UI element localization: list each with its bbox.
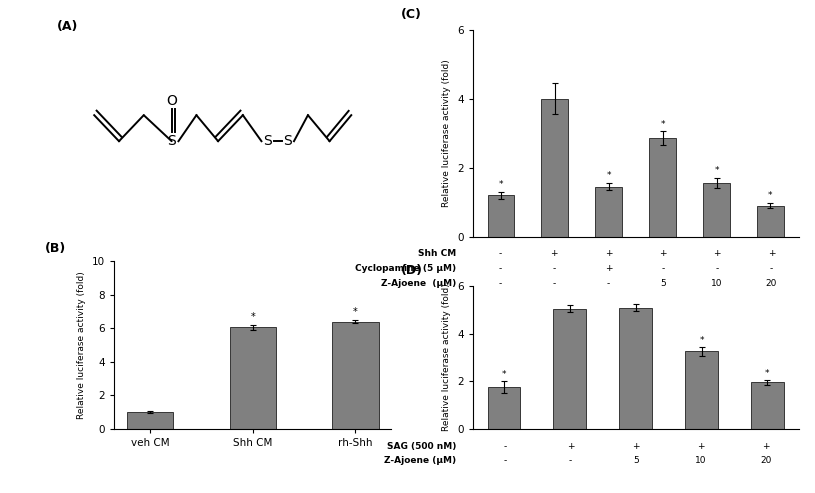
Bar: [650, 138, 676, 237]
Text: -: -: [498, 249, 501, 258]
Text: -: -: [553, 264, 556, 273]
Text: +: +: [762, 442, 770, 451]
Text: -: -: [661, 264, 664, 273]
Text: +: +: [697, 442, 705, 451]
Text: +: +: [659, 249, 667, 258]
Text: S: S: [167, 134, 176, 148]
Bar: [685, 352, 718, 429]
Text: +: +: [566, 442, 575, 451]
Text: *: *: [606, 172, 611, 180]
Text: Z-Ajoene  (μM): Z-Ajoene (μM): [381, 279, 456, 288]
Text: +: +: [768, 249, 775, 258]
Text: 10: 10: [695, 457, 707, 465]
Text: *: *: [499, 180, 503, 189]
Text: -: -: [553, 279, 556, 288]
Text: *: *: [769, 191, 773, 200]
Text: -: -: [770, 264, 773, 273]
Text: +: +: [605, 249, 612, 258]
Text: -: -: [498, 264, 501, 273]
Text: *: *: [765, 369, 769, 378]
Text: *: *: [660, 120, 665, 129]
Bar: [751, 383, 784, 429]
Bar: [553, 309, 586, 429]
Text: +: +: [605, 264, 612, 273]
Text: 10: 10: [711, 279, 723, 288]
Text: -: -: [498, 279, 501, 288]
Text: O: O: [166, 94, 177, 108]
Y-axis label: Relative luciferase activity (fold): Relative luciferase activity (fold): [443, 283, 452, 431]
Text: SAG (500 nM): SAG (500 nM): [387, 442, 456, 451]
Text: 20: 20: [760, 457, 772, 465]
Text: Z-Ajoene (μM): Z-Ajoene (μM): [385, 457, 456, 465]
Text: -: -: [504, 457, 507, 465]
Text: *: *: [699, 336, 704, 345]
Text: *: *: [714, 166, 719, 175]
Bar: [126, 412, 173, 429]
Text: S: S: [284, 134, 292, 148]
Text: +: +: [550, 249, 558, 258]
Text: Shh CM: Shh CM: [418, 249, 456, 258]
Text: Cyclopamine (5 μM): Cyclopamine (5 μM): [355, 264, 456, 273]
Text: *: *: [502, 370, 506, 379]
Text: *: *: [353, 308, 358, 317]
Text: (A): (A): [57, 20, 78, 33]
Bar: [487, 387, 521, 429]
Y-axis label: Relative luciferase activity (fold): Relative luciferase activity (fold): [443, 59, 452, 207]
Text: +: +: [632, 442, 640, 451]
Bar: [230, 327, 275, 429]
Bar: [487, 195, 514, 237]
Text: 20: 20: [766, 279, 778, 288]
Text: -: -: [716, 264, 719, 273]
Bar: [757, 206, 784, 237]
Text: -: -: [504, 442, 507, 451]
Text: 5: 5: [660, 279, 666, 288]
Text: S: S: [263, 134, 272, 148]
Text: *: *: [250, 313, 255, 322]
Bar: [595, 187, 622, 237]
Text: (C): (C): [401, 8, 422, 21]
Bar: [541, 99, 568, 237]
Bar: [703, 183, 730, 237]
Text: (D): (D): [401, 264, 423, 278]
Y-axis label: Relative luciferase activity (fold): Relative luciferase activity (fold): [77, 271, 86, 419]
Text: -: -: [569, 457, 572, 465]
Text: 5: 5: [632, 457, 639, 465]
Bar: [333, 321, 379, 429]
Bar: [619, 308, 652, 429]
Text: -: -: [607, 279, 610, 288]
Text: +: +: [713, 249, 721, 258]
Text: (B): (B): [45, 242, 66, 254]
